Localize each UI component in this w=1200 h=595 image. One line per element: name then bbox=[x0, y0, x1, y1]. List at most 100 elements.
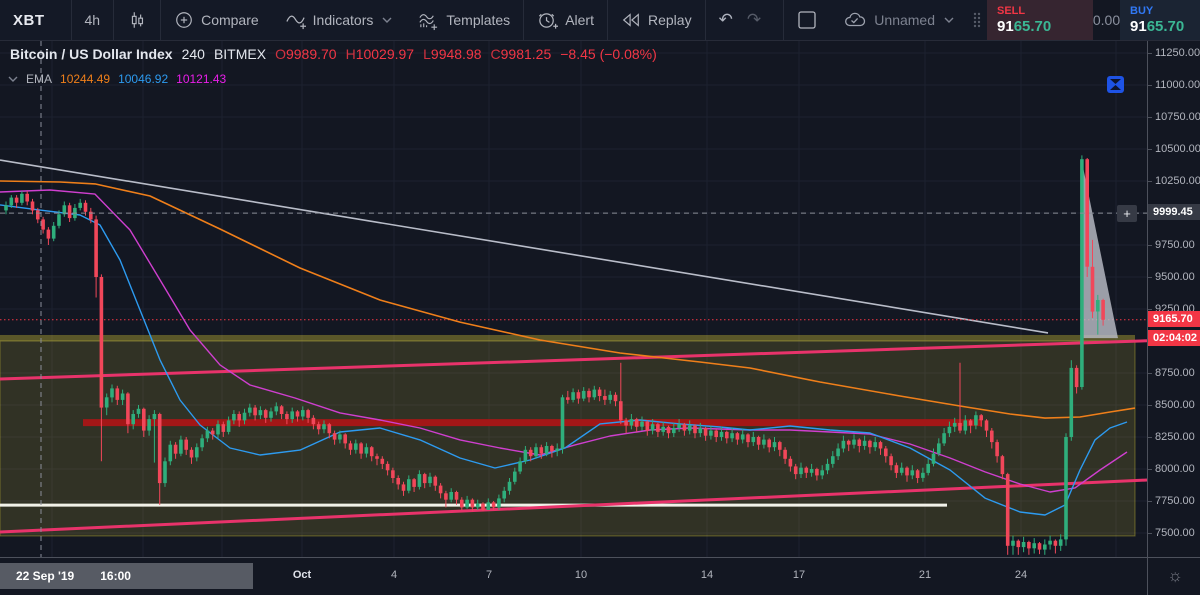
candle bbox=[338, 434, 342, 440]
toolbar-separator bbox=[523, 0, 525, 40]
buy-button[interactable]: BUY 9165.70 bbox=[1120, 0, 1200, 40]
ema-mid-magenta[interactable] bbox=[0, 189, 1128, 493]
candle bbox=[433, 476, 438, 486]
candle bbox=[216, 424, 220, 435]
replay-button[interactable]: Replay bbox=[608, 0, 705, 40]
candle bbox=[1005, 474, 1010, 546]
toolbar-separator bbox=[783, 0, 785, 40]
candle bbox=[1016, 540, 1021, 548]
candle bbox=[772, 442, 777, 448]
candle bbox=[57, 214, 61, 226]
layout-select-button[interactable] bbox=[784, 0, 830, 40]
toolbar-separator bbox=[70, 0, 72, 40]
candle bbox=[407, 479, 411, 491]
cloud-check-icon bbox=[845, 12, 866, 27]
price-tick-label: 9750.00 bbox=[1147, 239, 1195, 251]
candle bbox=[507, 481, 512, 491]
crosshair-clock: 16:00 bbox=[100, 569, 131, 583]
redo-icon[interactable]: ↷ bbox=[746, 10, 762, 29]
candles-down bbox=[14, 158, 1105, 555]
candle bbox=[295, 411, 300, 417]
descending-trendline[interactable] bbox=[0, 159, 1049, 334]
templates-button[interactable]: Templates bbox=[405, 0, 523, 40]
alert-label: Alert bbox=[565, 12, 594, 28]
candle bbox=[518, 461, 522, 472]
candle bbox=[460, 499, 464, 508]
axis-settings-icon[interactable]: ☼ bbox=[1167, 566, 1183, 585]
time-axis[interactable]: 22 Sep '19 16:00 ☼ 2612:00Oct47101417212… bbox=[0, 557, 1200, 595]
candle bbox=[385, 463, 390, 471]
candle bbox=[179, 439, 183, 454]
candle bbox=[846, 440, 851, 445]
chevron-down-icon bbox=[944, 17, 954, 23]
candle bbox=[656, 424, 660, 432]
candle bbox=[157, 414, 162, 484]
ascending-channel-upper[interactable] bbox=[0, 339, 1147, 381]
save-layout-button[interactable]: Unnamed bbox=[830, 0, 967, 40]
price-tick-label: 7750.00 bbox=[1147, 495, 1195, 507]
symbol-button[interactable]: XBT bbox=[13, 11, 45, 29]
candle bbox=[942, 433, 946, 444]
candle bbox=[311, 417, 316, 425]
candle bbox=[25, 193, 29, 202]
ema-slow-orange[interactable] bbox=[0, 180, 1136, 419]
supply-band[interactable] bbox=[0, 334, 1135, 341]
templates-icon bbox=[419, 13, 438, 30]
candle bbox=[189, 449, 194, 458]
candle bbox=[788, 458, 793, 467]
candle bbox=[391, 470, 395, 478]
toolbar-separator bbox=[160, 0, 162, 40]
crosshair-add-alert-button[interactable]: + bbox=[1117, 205, 1137, 222]
candle bbox=[163, 461, 167, 484]
candle bbox=[809, 469, 814, 473]
candle bbox=[740, 434, 745, 440]
price-tick-label: 10250.00 bbox=[1147, 175, 1200, 187]
panel-drag-handle[interactable] bbox=[967, 0, 987, 40]
candle bbox=[94, 219, 98, 277]
chart-style-button[interactable] bbox=[114, 0, 160, 40]
candle bbox=[905, 467, 909, 476]
candle bbox=[168, 444, 173, 462]
candle bbox=[539, 447, 544, 454]
ascending-channel-lower[interactable] bbox=[0, 478, 1147, 534]
candle bbox=[619, 401, 623, 421]
alarm-clock-icon bbox=[539, 12, 559, 29]
price-axis[interactable]: 9999.45 9165.70 02:04:02 11250.00 11000.0… bbox=[1146, 40, 1200, 557]
candle bbox=[709, 430, 713, 436]
candle bbox=[804, 467, 809, 473]
templates-label: Templates bbox=[446, 12, 511, 28]
candle bbox=[221, 424, 226, 432]
candle bbox=[306, 410, 310, 418]
compare-button[interactable]: Compare bbox=[161, 0, 272, 40]
candle bbox=[799, 467, 803, 475]
sell-button[interactable]: SELL 9165.70 bbox=[987, 0, 1093, 40]
candle bbox=[14, 197, 19, 203]
candle bbox=[486, 502, 491, 510]
time-tick-label: 10 bbox=[574, 569, 588, 581]
candle bbox=[242, 412, 247, 421]
alert-button[interactable]: Alert bbox=[524, 0, 607, 40]
candle bbox=[226, 420, 231, 432]
candle bbox=[873, 442, 877, 448]
candle bbox=[523, 449, 528, 462]
maximize-chart-icon[interactable] bbox=[1107, 76, 1124, 93]
candle bbox=[1101, 300, 1105, 320]
candle bbox=[592, 389, 597, 398]
interval-button[interactable]: 4h bbox=[84, 12, 101, 28]
candle bbox=[1069, 367, 1074, 437]
top-toolbar: XBT 4h Compare Indicators bbox=[0, 0, 1200, 41]
price-tick-label: 7500.00 bbox=[1147, 527, 1195, 539]
candle bbox=[1074, 367, 1079, 388]
toolbar-separator bbox=[704, 0, 706, 40]
indicators-button[interactable]: Indicators bbox=[272, 0, 406, 40]
candle bbox=[968, 420, 973, 426]
ema-fast-blue[interactable] bbox=[0, 204, 1128, 516]
candle bbox=[142, 408, 146, 431]
candle bbox=[894, 465, 899, 473]
candle bbox=[634, 419, 639, 427]
candle bbox=[253, 407, 257, 416]
undo-icon[interactable]: ↶ bbox=[718, 10, 733, 29]
candle bbox=[640, 421, 644, 427]
candle bbox=[1027, 542, 1031, 549]
